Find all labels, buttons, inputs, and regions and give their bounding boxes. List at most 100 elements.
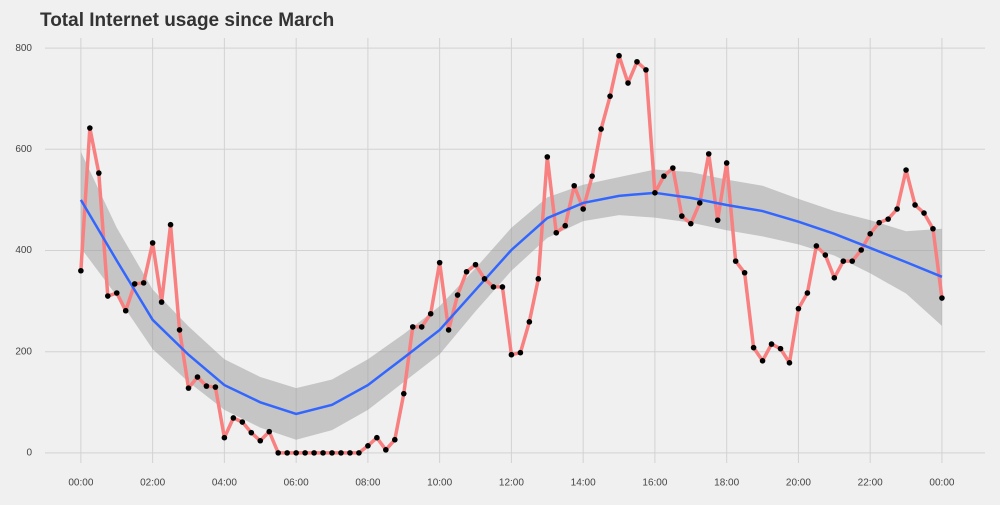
- data-point: [795, 305, 802, 312]
- data-point: [427, 310, 434, 317]
- data-point: [903, 167, 909, 173]
- data-point: [517, 349, 524, 356]
- data-point: [302, 450, 308, 456]
- data-point: [149, 240, 156, 246]
- data-point: [320, 450, 326, 456]
- data-point: [679, 213, 685, 219]
- data-point: [921, 210, 927, 216]
- smooth-line: [79, 191, 943, 416]
- data-point: [356, 450, 362, 456]
- data-point: [87, 125, 93, 131]
- data-point: [849, 258, 856, 264]
- x-tick-label: 22:00: [858, 478, 883, 489]
- data-point: [813, 243, 820, 249]
- y-tick-label: 200: [15, 346, 32, 357]
- data-point: [436, 259, 443, 266]
- data-point: [831, 275, 838, 281]
- data-point: [383, 447, 389, 453]
- x-tick-label: 10:00: [427, 478, 452, 489]
- data-point: [176, 327, 183, 333]
- confidence-band: [80, 151, 942, 440]
- data-point: [454, 292, 461, 298]
- data-point: [571, 182, 577, 189]
- data-point: [158, 299, 165, 305]
- data-point: [257, 437, 264, 444]
- data-point: [625, 80, 631, 86]
- data-point: [365, 442, 371, 449]
- x-tick-label: 08:00: [355, 478, 380, 489]
- data-point: [714, 217, 721, 223]
- data-point: [212, 384, 219, 390]
- x-tick-label: 20:00: [786, 478, 811, 489]
- data-point: [670, 165, 676, 171]
- data-point: [140, 280, 147, 286]
- data-point: [499, 284, 506, 290]
- chart-title: Total Internet usage since March: [40, 10, 334, 31]
- data-point: [580, 206, 586, 212]
- data-point: [930, 225, 936, 232]
- data-point: [750, 344, 757, 351]
- data-point: [392, 436, 398, 443]
- x-tick-label: 06:00: [284, 478, 309, 489]
- data-point: [912, 202, 918, 208]
- data-point: [311, 450, 317, 456]
- data-point: [894, 206, 900, 212]
- data-point: [418, 324, 425, 330]
- data-point: [544, 154, 551, 160]
- data-point: [822, 252, 829, 258]
- data-point: [167, 221, 174, 228]
- x-tick-label: 18:00: [714, 478, 739, 489]
- data-point: [688, 220, 694, 227]
- data-point: [589, 173, 595, 179]
- data-point: [858, 247, 865, 253]
- data-point: [104, 293, 111, 299]
- data-point: [643, 67, 649, 73]
- data-point: [409, 324, 416, 330]
- data-point: [463, 268, 470, 275]
- data-point: [400, 390, 407, 397]
- x-tick-label: 14:00: [571, 478, 596, 489]
- data-point: [535, 276, 542, 282]
- data-point: [616, 52, 622, 59]
- data-point: [508, 351, 515, 358]
- data-point: [885, 216, 891, 222]
- data-point: [634, 58, 640, 65]
- x-tick-label: 00:00: [68, 478, 93, 489]
- data-point: [239, 419, 246, 425]
- data-point: [777, 345, 784, 352]
- data-point: [526, 319, 533, 325]
- data-point: [374, 434, 380, 441]
- data-point: [131, 281, 138, 287]
- data-point: [607, 93, 613, 99]
- data-point: [652, 190, 658, 196]
- data-point: [293, 450, 299, 456]
- data-point: [876, 219, 882, 226]
- x-tick-label: 12:00: [499, 478, 524, 489]
- data-point: [113, 290, 120, 296]
- data-point: [939, 295, 945, 301]
- data-point: [867, 231, 873, 237]
- data-point: [759, 357, 766, 364]
- data-point: [221, 434, 228, 441]
- data-point: [840, 258, 847, 264]
- x-tick-label: 16:00: [642, 478, 667, 489]
- data-point: [203, 383, 210, 389]
- data-point: [741, 269, 748, 276]
- y-tick-label: 800: [15, 43, 32, 54]
- y-tick-label: 600: [15, 144, 32, 155]
- data-point: [732, 258, 739, 264]
- data-point: [266, 428, 273, 435]
- data-point: [705, 151, 712, 157]
- x-tick-label: 00:00: [929, 478, 954, 489]
- data-point: [96, 170, 102, 176]
- data-point: [329, 450, 335, 456]
- data-point: [78, 267, 84, 274]
- data-point: [786, 360, 793, 366]
- data-point: [248, 429, 255, 436]
- data-point: [598, 126, 604, 132]
- x-tick-label: 04:00: [212, 478, 237, 489]
- data-point: [490, 284, 497, 290]
- data-point: [661, 173, 667, 179]
